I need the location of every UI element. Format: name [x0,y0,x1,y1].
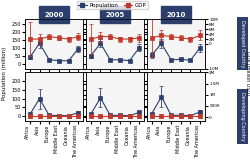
Legend: Population, GDP: Population, GDP [77,1,148,10]
Text: Developed Country: Developed Country [240,20,245,67]
Title: 2000: 2000 [44,12,64,18]
Text: Population (million): Population (million) [2,46,7,99]
Text: Developing Country: Developing Country [240,92,245,141]
Title: 2010: 2010 [166,12,186,18]
Text: GDP (million USD): GDP (million USD) [245,51,250,95]
Title: 2005: 2005 [106,12,124,18]
